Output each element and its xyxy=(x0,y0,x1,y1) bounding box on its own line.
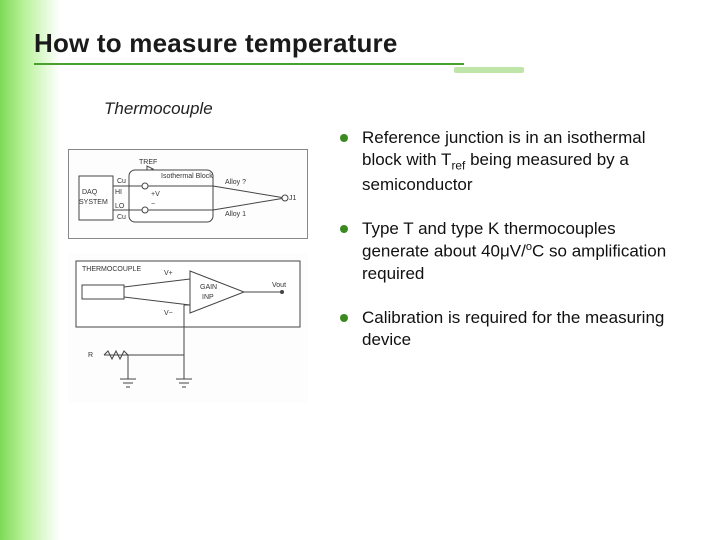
svg-text:−: − xyxy=(151,201,155,208)
label-cu2: Cu xyxy=(117,214,126,221)
bullet-item-2: Type T and type K thermocouples generate… xyxy=(340,218,680,285)
label-vp: V+ xyxy=(164,270,173,277)
label-tc: THERMOCOUPLE xyxy=(82,266,141,273)
bullets-column: Reference junction is in an isothermal b… xyxy=(334,127,680,417)
junction-hi xyxy=(142,183,148,189)
slide-subtitle: Thermocouple xyxy=(104,99,680,119)
bullet-item-1: Reference junction is in an isothermal b… xyxy=(340,127,680,196)
diagrams-column: TREF DAQ SYSTEM Isothermal Block Cu Cu H… xyxy=(34,127,334,417)
title-underline xyxy=(34,63,464,65)
diagram2-svg: THERMOCOUPLE V+ V− GAIN INP Vout R xyxy=(74,259,302,399)
label-gain2: INP xyxy=(202,294,214,301)
label-cu1: Cu xyxy=(117,178,126,185)
label-iso: Isothermal Block xyxy=(161,173,213,180)
tc-box xyxy=(82,285,124,299)
label-hi: HI xyxy=(115,189,122,196)
label-v: +V xyxy=(151,191,160,198)
label-j1: J1 xyxy=(289,195,297,202)
label-tref: TREF xyxy=(139,159,157,166)
bullet-item-3: Calibration is required for the measurin… xyxy=(340,307,680,351)
bullet-dot-icon xyxy=(340,314,348,322)
slide-title: How to measure temperature xyxy=(34,28,680,59)
bullet-text-3: Calibration is required for the measurin… xyxy=(362,307,680,351)
label-daq2: SYSTEM xyxy=(79,199,108,206)
junction-lo xyxy=(142,207,148,213)
diagram-amplifier: THERMOCOUPLE V+ V− GAIN INP Vout R xyxy=(68,253,308,403)
label-r: R xyxy=(88,352,93,359)
bullet-dot-icon xyxy=(340,225,348,233)
diagram-daq-isothermal: TREF DAQ SYSTEM Isothermal Block Cu Cu H… xyxy=(68,149,308,239)
bullet-text-2: Type T and type K thermocouples generate… xyxy=(362,218,680,285)
label-vm: V− xyxy=(164,310,173,317)
bullet-list: Reference junction is in an isothermal b… xyxy=(340,127,680,351)
two-column-layout: TREF DAQ SYSTEM Isothermal Block Cu Cu H… xyxy=(34,127,680,417)
daq-box xyxy=(79,176,113,220)
diagram1-svg: TREF DAQ SYSTEM Isothermal Block Cu Cu H… xyxy=(75,156,303,234)
label-lo: LO xyxy=(115,203,125,210)
junction-j1 xyxy=(282,195,288,201)
label-gain1: GAIN xyxy=(200,284,217,291)
label-vout: Vout xyxy=(272,282,286,289)
title-accent xyxy=(454,67,524,73)
bullet-dot-icon xyxy=(340,134,348,142)
label-alloy1: Alloy ? xyxy=(225,179,246,186)
bullet-text-1: Reference junction is in an isothermal b… xyxy=(362,127,680,196)
slide-content: How to measure temperature Thermocouple … xyxy=(0,0,720,417)
label-daq1: DAQ xyxy=(82,189,98,196)
label-alloy2: Alloy 1 xyxy=(225,211,246,218)
